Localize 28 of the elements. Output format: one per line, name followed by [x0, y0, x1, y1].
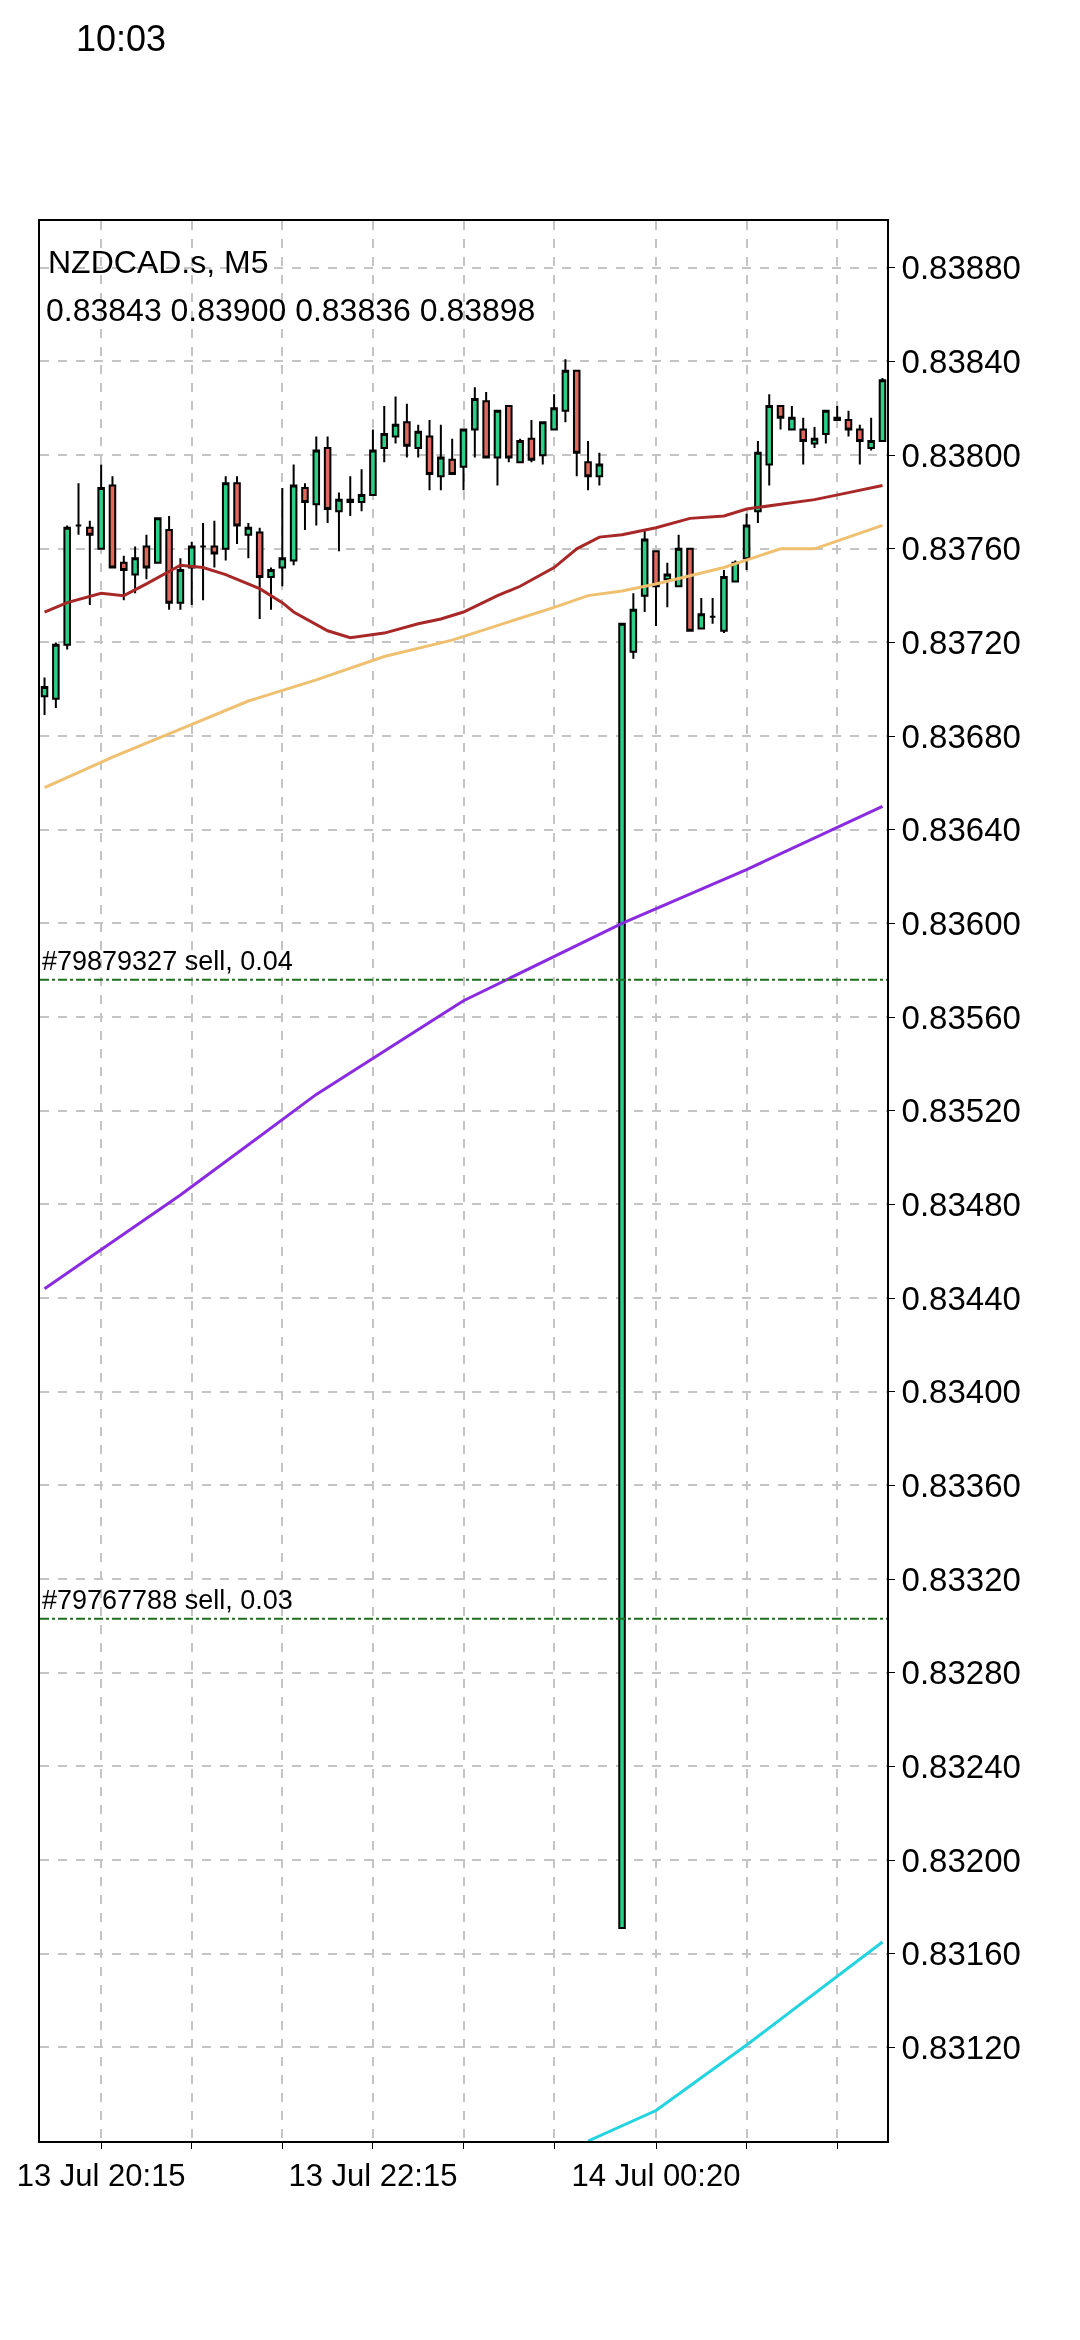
y-tick-label: 0.83360	[901, 1466, 1021, 1504]
y-tick-label: 0.83280	[901, 1654, 1021, 1692]
y-tick-label: 0.83320	[901, 1560, 1021, 1598]
y-tick-label: 0.83240	[901, 1747, 1021, 1785]
y-tick-label: 0.83440	[901, 1279, 1021, 1317]
y-tick-label: 0.83560	[901, 998, 1021, 1036]
y-tick-label: 0.83840	[901, 343, 1021, 381]
y-tick-label: 0.83800	[901, 436, 1021, 474]
y-tick-label: 0.83600	[901, 904, 1021, 942]
text: NZDCAD.s, M5	[48, 244, 269, 281]
y-tick-label: 0.83160	[901, 1935, 1021, 1973]
x-tick-label: 13 Jul 20:15	[16, 2158, 186, 2194]
y-tick-label: 0.83680	[901, 717, 1021, 755]
x-tick-label: 13 Jul 22:15	[288, 2158, 458, 2194]
y-tick-label: 0.83480	[901, 1185, 1021, 1223]
y-tick-label: 0.83640	[901, 811, 1021, 849]
y-tick-label: 0.83880	[901, 249, 1021, 287]
ref-line-label: #79767788 sell, 0.03	[42, 1585, 293, 1615]
y-tick-label: 0.83120	[901, 2028, 1021, 2066]
ref-line-label: #79879327 sell, 0.04	[42, 946, 293, 976]
text: 10:03	[76, 18, 167, 59]
y-tick-label: 0.83720	[901, 624, 1021, 662]
y-tick-label: 0.83520	[901, 1092, 1021, 1130]
y-tick-label: 0.83400	[901, 1373, 1021, 1411]
y-tick-label: 0.83200	[901, 1841, 1021, 1879]
x-tick-label: 14 Jul 00:20	[571, 2158, 741, 2194]
text: 0.83843 0.83900 0.83836 0.83898	[46, 292, 536, 328]
y-tick-label: 0.83760	[901, 530, 1021, 568]
